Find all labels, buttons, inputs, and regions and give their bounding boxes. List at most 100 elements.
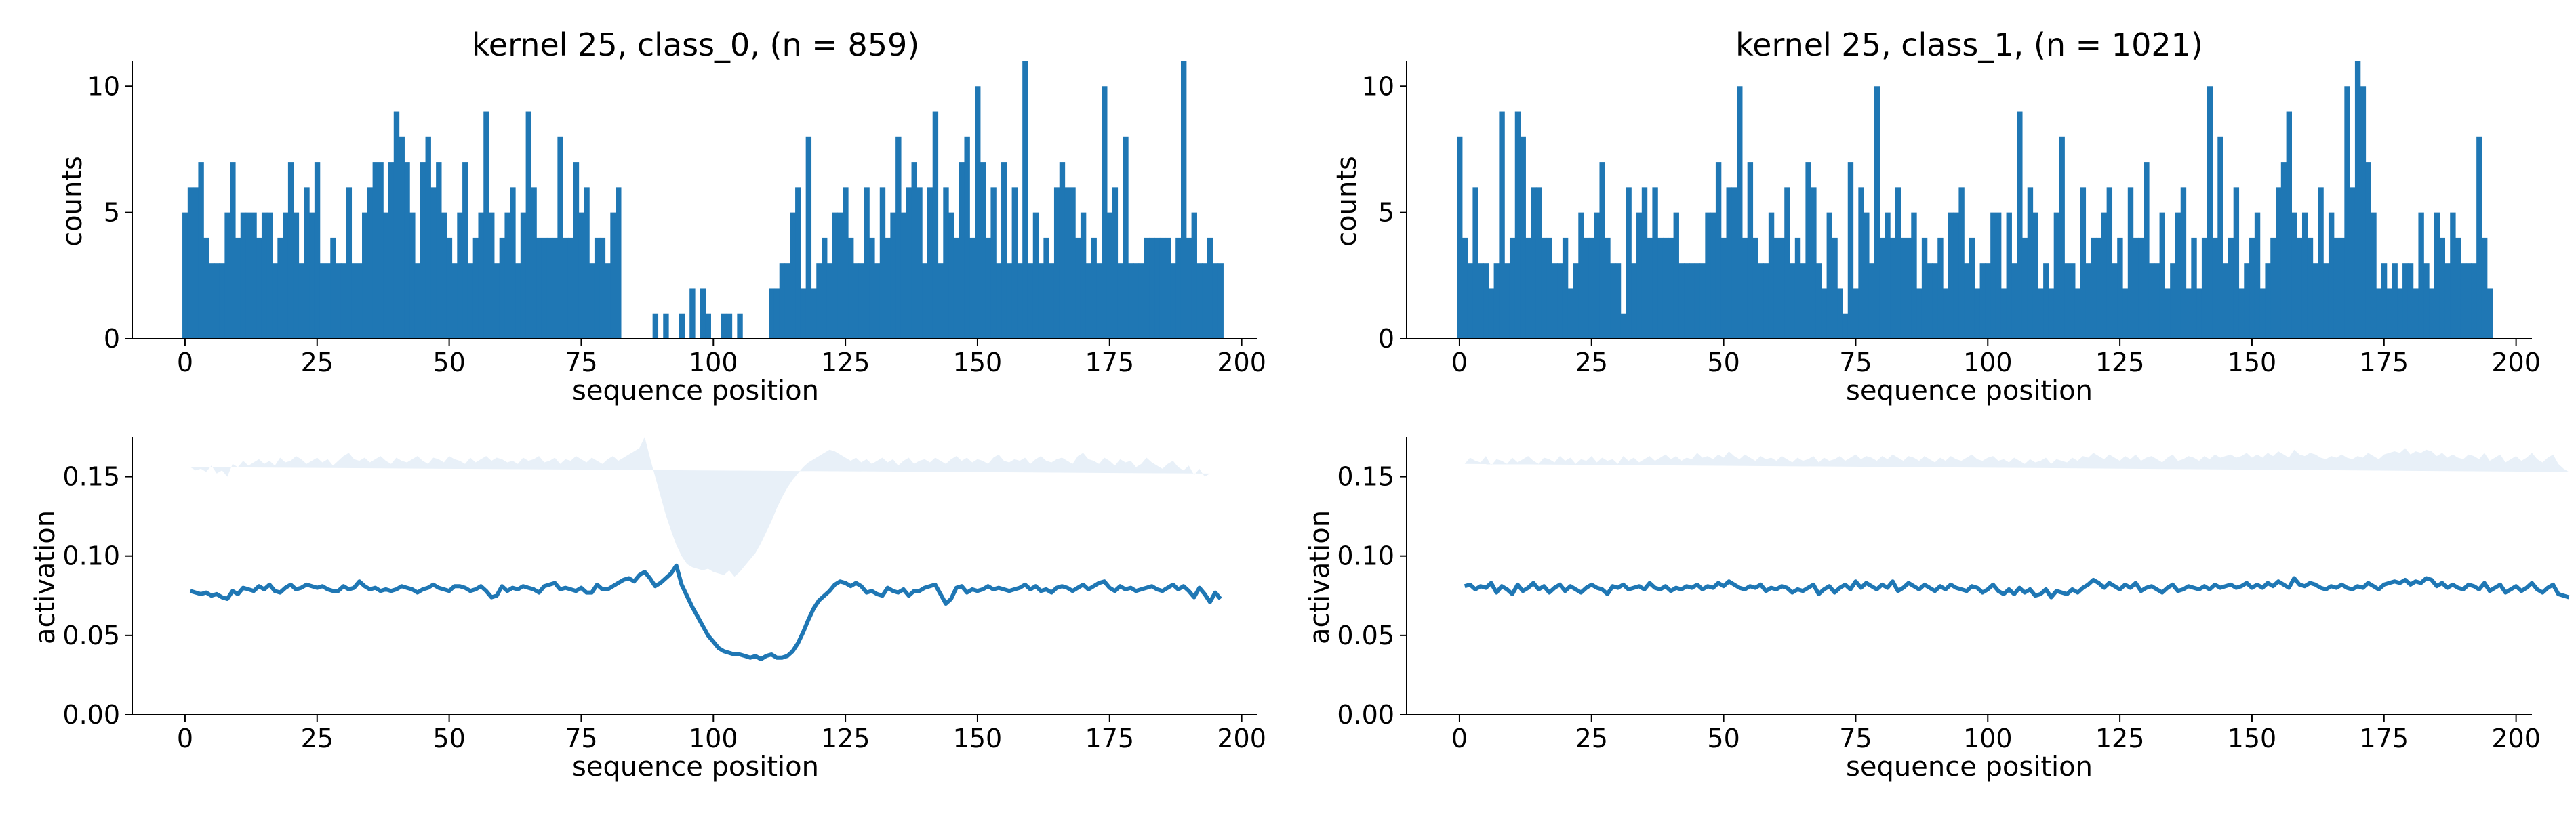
histogram-bar bbox=[388, 162, 395, 339]
x-tick-label: 75 bbox=[565, 724, 597, 753]
histogram-bar bbox=[1620, 313, 1627, 339]
histogram-bar bbox=[2059, 136, 2065, 339]
histogram-bar bbox=[2238, 288, 2245, 339]
histogram-bar bbox=[2017, 111, 2023, 339]
histogram-bar bbox=[219, 263, 225, 339]
histogram-bar bbox=[1948, 212, 1954, 339]
histogram-bar bbox=[2249, 237, 2255, 339]
histogram-bar bbox=[1689, 263, 1695, 339]
histogram-bar bbox=[784, 263, 790, 339]
histogram-bar bbox=[1011, 187, 1018, 339]
histogram-bar bbox=[2439, 237, 2446, 339]
histogram-bar bbox=[1847, 162, 1854, 339]
histogram-bar bbox=[790, 212, 796, 339]
histogram-bar bbox=[2096, 237, 2102, 339]
histogram-bar bbox=[2466, 263, 2472, 339]
histogram-bar bbox=[1207, 237, 1213, 339]
histogram-bar bbox=[283, 212, 289, 339]
histogram-bar bbox=[2360, 86, 2367, 339]
histogram-bar bbox=[1043, 237, 1049, 339]
histogram-bar bbox=[2270, 237, 2276, 339]
histogram-bar bbox=[1520, 136, 1526, 339]
histogram-bar bbox=[1493, 263, 1500, 339]
histogram-bar bbox=[1763, 263, 1769, 339]
x-tick-label: 200 bbox=[1217, 348, 1266, 377]
histogram-bar bbox=[256, 237, 262, 339]
histogram-bar bbox=[2476, 136, 2482, 339]
histogram-bar bbox=[2217, 136, 2223, 339]
histogram-bar bbox=[2064, 263, 2070, 339]
histogram-bar bbox=[2201, 237, 2208, 339]
histogram-bar bbox=[1472, 187, 1478, 339]
histogram-bar bbox=[2223, 263, 2229, 339]
histogram-bar bbox=[1826, 212, 1832, 339]
histogram-bar bbox=[2413, 288, 2419, 339]
histogram-bar bbox=[203, 237, 209, 339]
histogram-bar bbox=[2085, 263, 2091, 339]
histogram-bar bbox=[959, 162, 965, 339]
histogram-bar bbox=[462, 162, 468, 339]
histogram-bar bbox=[1990, 212, 1996, 339]
x-tick-label: 25 bbox=[1575, 724, 1608, 753]
histogram-bar bbox=[1731, 187, 1737, 339]
histogram-bar bbox=[769, 288, 775, 339]
histogram-bar bbox=[1964, 263, 1970, 339]
histogram-bar bbox=[1705, 212, 1711, 339]
histogram-bar bbox=[1001, 162, 1007, 339]
histogram-bar bbox=[1985, 263, 1991, 339]
histogram-bar bbox=[1758, 263, 1764, 339]
histogram-bar bbox=[2212, 237, 2218, 339]
y-ticks: 0 5 10 bbox=[87, 71, 132, 354]
y-tick-label: 0.00 bbox=[1337, 700, 1394, 730]
histogram-bar bbox=[679, 313, 685, 339]
histogram-bar bbox=[1911, 212, 1917, 339]
histogram-bar bbox=[567, 237, 574, 339]
histogram-bar bbox=[1504, 263, 1510, 339]
histogram-bar bbox=[1900, 237, 1907, 339]
histogram-bar bbox=[1853, 288, 1859, 339]
histogram-bar bbox=[705, 313, 711, 339]
histogram-bar bbox=[2074, 288, 2081, 339]
x-tick-label: 200 bbox=[2491, 724, 2541, 753]
x-tick-label: 50 bbox=[1707, 348, 1739, 377]
histogram-bar bbox=[2386, 288, 2393, 339]
histogram-bar bbox=[520, 212, 527, 339]
panel-class1-histogram: kernel 25, class_1, (n = 1021) 0 25 50 75 10… bbox=[1331, 26, 2541, 406]
histogram-bar bbox=[1138, 263, 1145, 339]
histogram-bar bbox=[351, 263, 357, 339]
histogram-bar bbox=[1927, 263, 1933, 339]
histogram-bar bbox=[2481, 237, 2488, 339]
histogram-bar bbox=[336, 263, 342, 339]
histogram-bar bbox=[304, 187, 310, 339]
histogram-bar bbox=[2392, 263, 2398, 339]
histogram-bar bbox=[885, 237, 891, 339]
histogram-bar bbox=[2450, 212, 2456, 339]
histogram-bar bbox=[1879, 237, 1885, 339]
x-ticks: 0 25 50 75 100 125 150 175 200 bbox=[1451, 339, 2541, 377]
histogram-bar bbox=[1102, 86, 1108, 339]
bars bbox=[1457, 61, 2493, 339]
histogram-bar bbox=[1641, 187, 1648, 339]
histogram-bar bbox=[1499, 111, 1505, 339]
histogram-bar bbox=[911, 162, 917, 339]
histogram-bar bbox=[663, 313, 669, 339]
histogram-bar bbox=[953, 237, 960, 339]
histogram-bar bbox=[811, 288, 817, 339]
x-tick-label: 50 bbox=[1707, 724, 1739, 753]
histogram-bar bbox=[879, 187, 886, 339]
histogram-bar bbox=[2429, 288, 2435, 339]
histogram-bar bbox=[2175, 212, 2181, 339]
histogram-bar bbox=[2101, 212, 2108, 339]
histogram-bar bbox=[251, 212, 257, 339]
histogram-bar bbox=[2196, 288, 2202, 339]
x-tick-label: 125 bbox=[2095, 724, 2145, 753]
histogram-bar bbox=[895, 136, 902, 339]
histogram-bar bbox=[1747, 162, 1754, 339]
x-tick-label: 75 bbox=[1839, 348, 1872, 377]
histogram-bar bbox=[652, 313, 659, 339]
x-tick-label: 100 bbox=[1963, 348, 2013, 377]
histogram-bar bbox=[1790, 263, 1796, 339]
histogram-bar bbox=[1567, 288, 1574, 339]
y-tick-label: 0 bbox=[104, 324, 120, 354]
